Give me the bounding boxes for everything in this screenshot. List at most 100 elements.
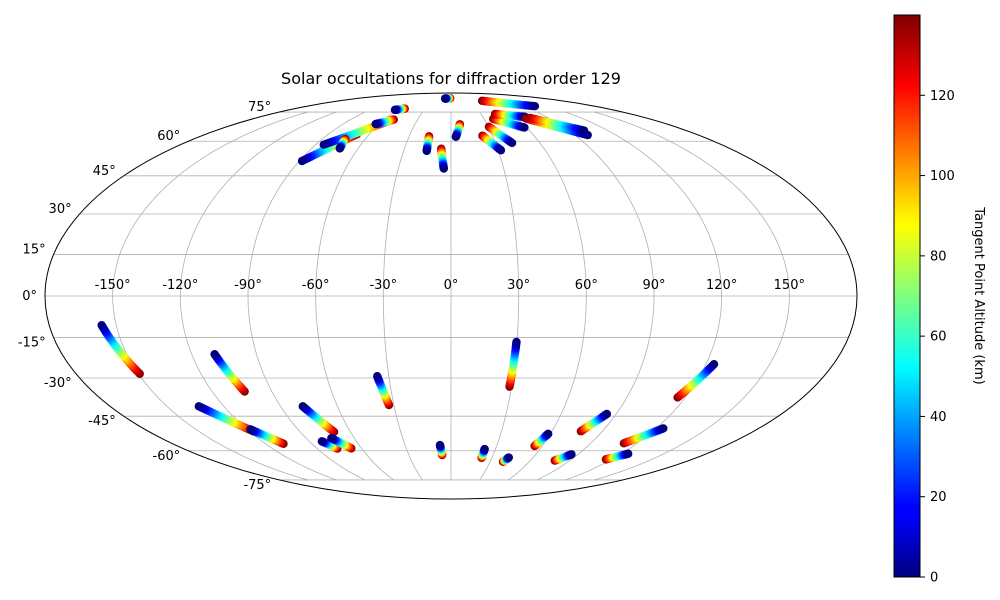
occultation-track bbox=[373, 371, 394, 410]
occultation-point bbox=[579, 126, 589, 135]
colorbar-tick-label: 120 bbox=[930, 89, 955, 104]
occultation-track bbox=[505, 337, 521, 391]
occultation-point bbox=[422, 146, 431, 156]
occultation-track bbox=[484, 122, 517, 148]
occultation-point bbox=[496, 146, 506, 155]
occultation-point bbox=[623, 449, 633, 458]
occultation-track bbox=[525, 113, 589, 135]
occultation-point bbox=[319, 140, 328, 149]
colorbar-tick-label: 20 bbox=[930, 490, 947, 505]
longitude-tick-labels: -150° -120° -90° -60° -30° 0° 30° 60° 90° 120° 150… bbox=[95, 278, 805, 293]
lon-tick-label: -120° bbox=[162, 278, 198, 293]
occultation-track bbox=[673, 359, 719, 402]
graticule bbox=[45, 111, 857, 481]
colorbar-tick-label: 80 bbox=[930, 249, 947, 264]
occultation-point bbox=[439, 164, 448, 173]
lat-tick-label: 45° bbox=[93, 164, 116, 179]
occultation-track bbox=[97, 320, 144, 378]
lon-tick-label: 150° bbox=[774, 278, 805, 293]
lat-tick-label: -30° bbox=[44, 376, 72, 391]
lon-tick-label: -90° bbox=[234, 278, 262, 293]
occultation-point bbox=[435, 440, 445, 450]
occultation-track bbox=[440, 94, 455, 103]
occultation-point bbox=[210, 350, 219, 359]
meridian-line bbox=[112, 111, 308, 481]
occultation-point bbox=[335, 144, 344, 153]
lat-tick-label: 60° bbox=[157, 129, 180, 144]
colorbar-gradient bbox=[893, 14, 921, 578]
lon-tick-label: 60° bbox=[575, 278, 598, 293]
occultation-point bbox=[390, 105, 400, 115]
occultation-track bbox=[477, 444, 489, 463]
chart-title: Solar occultations for diffraction order… bbox=[281, 69, 621, 88]
occultation-track bbox=[210, 350, 249, 396]
occultation-point bbox=[451, 132, 461, 141]
lon-tick-label: -60° bbox=[302, 278, 330, 293]
occultation-point bbox=[659, 424, 668, 433]
occultation-track bbox=[478, 131, 506, 155]
lat-tick-label: 30° bbox=[49, 202, 72, 217]
colorbar-ticks: 0 20 40 60 80 100 120 bbox=[920, 89, 955, 586]
lon-tick-label: 30° bbox=[507, 278, 530, 293]
occultation-points bbox=[97, 94, 719, 467]
colorbar-tick-label: 40 bbox=[930, 410, 947, 425]
occultation-track bbox=[327, 433, 356, 453]
meridian-line bbox=[247, 111, 366, 481]
occultation-track bbox=[601, 449, 633, 464]
occultation-track bbox=[335, 134, 350, 153]
lat-tick-label: -15° bbox=[18, 336, 46, 351]
occultation-point bbox=[246, 425, 255, 434]
latitude-tick-labels: 75° 60° 45° 30° 15° 0° -15° -30° -45° -60° -75° bbox=[18, 100, 271, 493]
occultation-point bbox=[520, 123, 529, 132]
occultation-track bbox=[246, 425, 288, 448]
occultation-track bbox=[298, 402, 339, 437]
lon-tick-label: 120° bbox=[706, 278, 737, 293]
occultation-point bbox=[327, 433, 336, 443]
lon-tick-label: 90° bbox=[642, 278, 665, 293]
lat-tick-label: 0° bbox=[22, 289, 37, 304]
meridian-line bbox=[382, 111, 423, 481]
occultation-track bbox=[490, 109, 530, 122]
lat-tick-label: 75° bbox=[248, 100, 271, 115]
occultation-point bbox=[97, 320, 106, 330]
occultation-track bbox=[390, 104, 409, 115]
occultation-point bbox=[602, 409, 612, 419]
meridian-line bbox=[508, 111, 587, 481]
occultation-point bbox=[298, 402, 307, 411]
occultation-track bbox=[422, 132, 434, 156]
occultation-point bbox=[507, 138, 517, 148]
lat-tick-label: -75° bbox=[243, 478, 271, 493]
lon-tick-label: -150° bbox=[95, 278, 131, 293]
meridian-line bbox=[315, 111, 394, 481]
occultation-track bbox=[498, 453, 513, 467]
occultation-point bbox=[709, 359, 719, 369]
occultation-point bbox=[544, 429, 553, 438]
occultation-point bbox=[194, 402, 203, 411]
occultation-track bbox=[371, 115, 398, 129]
occultation-track bbox=[619, 424, 668, 448]
meridian-line bbox=[536, 111, 655, 481]
occultation-point bbox=[480, 444, 489, 454]
occultation-track bbox=[488, 114, 529, 132]
occultation-point bbox=[504, 453, 513, 462]
colorbar-tick-label: 0 bbox=[930, 571, 938, 586]
occultation-track bbox=[435, 440, 447, 460]
occultation-track bbox=[576, 409, 612, 436]
colorbar-tick-label: 60 bbox=[930, 330, 947, 345]
colorbar-tick-label: 100 bbox=[930, 169, 955, 184]
lat-tick-label: -45° bbox=[88, 414, 116, 429]
lat-tick-label: -60° bbox=[153, 449, 181, 464]
colorbar-label: Tangent Point Altitude (km) bbox=[971, 206, 986, 384]
occultation-point bbox=[440, 94, 450, 103]
lon-tick-label: 0° bbox=[444, 278, 459, 293]
meridian-line bbox=[594, 111, 790, 481]
occultation-point bbox=[297, 156, 307, 166]
lon-tick-label: -30° bbox=[369, 278, 397, 293]
occultation-point bbox=[567, 450, 576, 459]
meridian-line bbox=[479, 111, 520, 481]
occultation-track bbox=[530, 429, 553, 451]
occultation-point bbox=[512, 337, 521, 347]
occultation-point bbox=[371, 119, 380, 129]
occultation-track bbox=[477, 96, 540, 111]
